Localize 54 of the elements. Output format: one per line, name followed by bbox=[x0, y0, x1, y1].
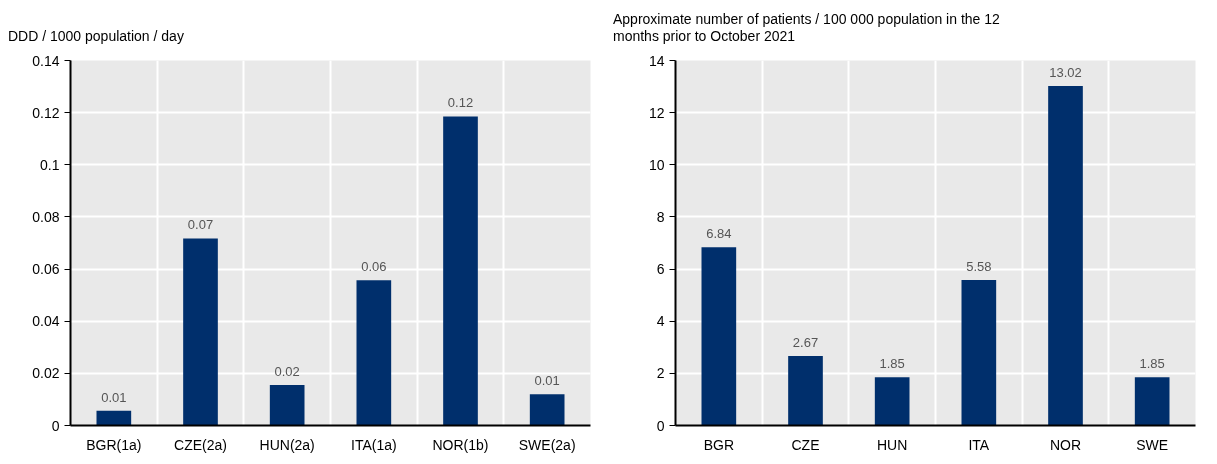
y-tick-label: 8 bbox=[656, 208, 665, 225]
bar bbox=[183, 238, 218, 426]
bar bbox=[874, 377, 910, 426]
data-label: 1.85 bbox=[879, 356, 905, 372]
x-tick-label: HUN(2a) bbox=[259, 436, 315, 453]
data-label: 6.84 bbox=[706, 226, 732, 242]
y-tick-label: 10 bbox=[648, 156, 665, 173]
bar bbox=[529, 394, 565, 426]
x-tick-label: NOR(1b) bbox=[432, 436, 489, 453]
y-tick-label: 0 bbox=[51, 417, 60, 434]
x-tick-label: NOR bbox=[1049, 436, 1082, 453]
bar bbox=[1134, 377, 1170, 426]
data-label: 0.12 bbox=[447, 95, 474, 111]
data-label: 0.01 bbox=[101, 389, 127, 405]
y-tick-label: 14 bbox=[648, 52, 665, 69]
bar bbox=[356, 280, 392, 426]
data-label: 1.85 bbox=[1139, 356, 1165, 372]
y-tick-label: 4 bbox=[656, 313, 665, 330]
y-axis-title: DDD / 1000 population / day bbox=[8, 28, 184, 45]
y-tick-label: 0.06 bbox=[32, 261, 60, 278]
bar bbox=[788, 355, 823, 426]
y-tick-label: 0.04 bbox=[32, 313, 60, 330]
data-label: 0.07 bbox=[187, 217, 214, 233]
x-tick-label: CZE bbox=[791, 436, 820, 453]
bar bbox=[961, 280, 997, 426]
x-tick-label: SWE bbox=[1136, 436, 1169, 453]
x-tick-label: HUN bbox=[877, 436, 908, 453]
bar bbox=[701, 247, 737, 426]
data-label: 0.01 bbox=[534, 373, 560, 389]
x-tick-label: BGR(1a) bbox=[86, 436, 142, 453]
x-tick-label: CZE(2a) bbox=[174, 436, 227, 453]
bar bbox=[269, 385, 305, 426]
x-tick-label: SWE(2a) bbox=[518, 436, 576, 453]
y-tick-label: 12 bbox=[648, 104, 665, 121]
x-tick-label: BGR bbox=[703, 436, 735, 453]
y-axis-title: Approximate number of patients / 100 000 population in the 12 months prior to October 2021 bbox=[613, 11, 1001, 45]
y-tick-label: 0.12 bbox=[32, 104, 60, 121]
y-tick-label: 0 bbox=[656, 417, 665, 434]
data-label: 2.67 bbox=[792, 334, 819, 350]
x-tick-label: ITA(1a) bbox=[351, 436, 397, 453]
data-label: 0.02 bbox=[274, 363, 300, 379]
y-tick-label: 2 bbox=[656, 365, 665, 382]
data-label: 0.06 bbox=[361, 259, 387, 275]
data-label: 13.02 bbox=[1049, 64, 1082, 80]
y-tick-label: 6 bbox=[656, 261, 665, 278]
bar bbox=[96, 410, 132, 426]
y-tick-label: 0.02 bbox=[32, 365, 60, 382]
y-tick-label: 0.08 bbox=[32, 208, 60, 225]
data-label: 5.58 bbox=[966, 258, 992, 274]
y-tick-label: 0.1 bbox=[40, 156, 60, 173]
bar bbox=[1048, 86, 1083, 426]
bar bbox=[443, 116, 478, 426]
x-tick-label: ITA bbox=[968, 436, 990, 453]
y-tick-label: 0.14 bbox=[32, 52, 60, 69]
